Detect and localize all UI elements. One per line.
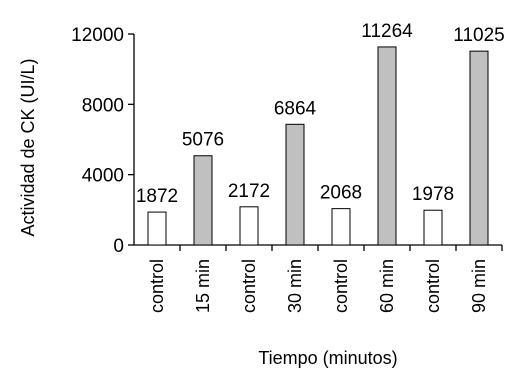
y-tick-label: 0 bbox=[113, 236, 124, 257]
y-tick-label: 8000 bbox=[82, 95, 124, 116]
x-axis-label: Tiempo (minutos) bbox=[258, 348, 397, 368]
y-axis-label: Actividad de CK (UI/L) bbox=[18, 58, 38, 236]
data-label: 11025 bbox=[453, 25, 504, 46]
x-tick-label: 90 min bbox=[469, 259, 489, 313]
bar bbox=[193, 155, 213, 246]
x-tick-label: 60 min bbox=[377, 259, 397, 313]
data-label: 1978 bbox=[412, 184, 454, 205]
bar bbox=[239, 206, 259, 246]
x-tick-label: control bbox=[239, 259, 259, 313]
data-label: 5076 bbox=[182, 130, 224, 151]
x-tick-label: control bbox=[423, 259, 443, 313]
bar bbox=[285, 123, 305, 246]
bar bbox=[469, 50, 489, 246]
data-label: 1872 bbox=[136, 186, 178, 207]
y-ticks: 0 4000 8000 12000 bbox=[71, 25, 134, 257]
x-tick-label: control bbox=[147, 259, 167, 313]
data-label: 2172 bbox=[228, 181, 270, 202]
data-labels: 1872 5076 2172 6864 2068 11264 1978 11025 bbox=[136, 21, 505, 207]
data-label: 2068 bbox=[320, 183, 362, 204]
bar bbox=[377, 46, 397, 246]
x-tick-labels: control 15 min control 30 min control 60 min c… bbox=[147, 245, 503, 313]
bar bbox=[147, 211, 167, 246]
x-tick-label: control bbox=[331, 259, 351, 313]
bar bbox=[423, 209, 443, 246]
bars bbox=[147, 46, 489, 246]
data-label: 11264 bbox=[361, 21, 413, 42]
data-label: 6864 bbox=[274, 98, 317, 119]
x-tick-label: 30 min bbox=[285, 259, 305, 313]
bar bbox=[331, 208, 351, 246]
x-tick-label: 15 min bbox=[193, 259, 213, 313]
y-tick-label: 4000 bbox=[82, 166, 124, 187]
y-tick-label: 12000 bbox=[71, 25, 124, 46]
